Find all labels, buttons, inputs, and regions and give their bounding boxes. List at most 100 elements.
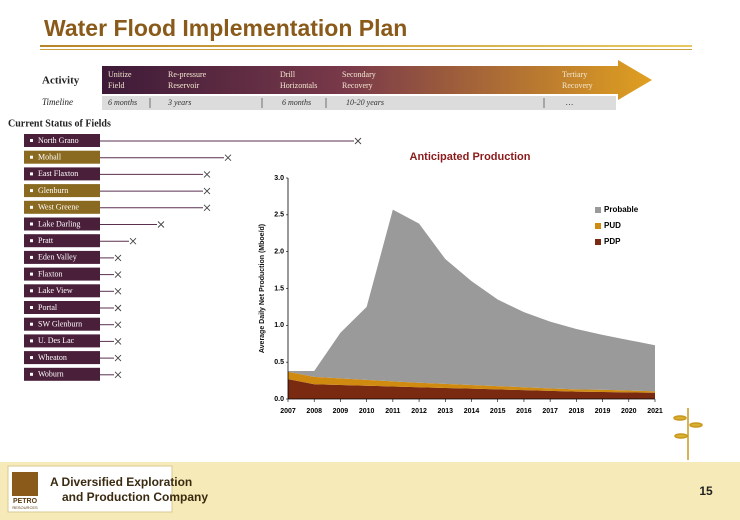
- field-marker: [114, 287, 122, 295]
- field-marker: [114, 338, 122, 345]
- field-box: [24, 217, 100, 231]
- stage-label: Secondary: [342, 70, 376, 79]
- x-tick-label: 2013: [437, 408, 453, 415]
- stage-label: Tertiary: [562, 70, 587, 79]
- field-name: Eden Valley: [38, 253, 77, 262]
- y-axis-label: Average Daily Net Production (Mboe/d): [259, 224, 266, 353]
- field-box: [24, 284, 100, 298]
- field-name: East Flaxton: [38, 169, 78, 178]
- field-bullet: [30, 255, 33, 259]
- x-tick-label: 2018: [569, 408, 585, 415]
- x-tick-label: 2007: [280, 408, 296, 415]
- field-marker: [114, 271, 122, 278]
- page-number: 15: [699, 484, 713, 498]
- field-box: [24, 317, 100, 331]
- timeline-item: 6 months: [108, 98, 137, 107]
- field-name: U. Des Lac: [38, 336, 75, 345]
- y-tick-label: 3.0: [274, 175, 284, 182]
- fields-heading: Current Status of Fields: [8, 118, 111, 129]
- field-bullet: [30, 272, 33, 276]
- y-tick-label: 1.5: [274, 285, 284, 292]
- field-box: [24, 301, 100, 314]
- field-box: [24, 250, 100, 264]
- field-name: Mohall: [38, 153, 62, 162]
- plant-decoration: [673, 408, 703, 460]
- field-marker: [157, 221, 165, 228]
- field-bullet: [30, 189, 33, 193]
- chart-title: Anticipated Production: [410, 151, 531, 163]
- title-rule: [40, 49, 692, 50]
- x-tick-label: 2016: [516, 408, 532, 415]
- x-tick-label: 2021: [647, 408, 663, 415]
- tagline: and Production Company: [62, 490, 208, 504]
- field-name: SW Glenburn: [38, 320, 82, 329]
- x-tick-label: 2015: [490, 408, 506, 415]
- field-bullet: [30, 372, 33, 376]
- y-tick-label: 2.5: [274, 212, 284, 219]
- field-marker: [114, 371, 122, 379]
- timeline-item: 6 months: [282, 98, 311, 107]
- field-bullet: [30, 172, 33, 176]
- field-marker: [224, 154, 232, 162]
- field-marker: [129, 237, 137, 245]
- timeline-item: …: [566, 98, 573, 107]
- field-name: Wheaton: [38, 353, 67, 362]
- field-bullet: [30, 222, 33, 226]
- field-marker: [114, 354, 122, 362]
- y-tick-label: 0.0: [274, 396, 284, 403]
- legend-label: Probable: [604, 205, 639, 214]
- stage-label: Drill: [280, 70, 296, 79]
- field-marker: [203, 171, 211, 178]
- field-bullet: [30, 339, 33, 343]
- title-rule: [40, 45, 692, 47]
- area: [288, 209, 655, 392]
- field-name: Woburn: [38, 370, 64, 379]
- x-tick-label: 2012: [411, 408, 427, 415]
- field-bullet: [30, 289, 33, 293]
- stage-label: Recovery: [342, 81, 373, 90]
- logo-text: PETRO: [13, 498, 38, 505]
- field-box: [24, 351, 100, 365]
- logo-subtext: RESOURCES: [12, 505, 38, 510]
- timeline-item: 3 years: [167, 98, 191, 107]
- field-bullet: [30, 239, 33, 243]
- field-box: [24, 167, 100, 181]
- y-tick-label: 0.5: [274, 359, 284, 366]
- area: [288, 379, 655, 399]
- field-name: North Grano: [38, 136, 79, 145]
- x-tick-label: 2010: [359, 408, 375, 415]
- field-name: Pratt: [38, 236, 54, 245]
- field-marker: [203, 204, 211, 212]
- stage-label: Re-pressure: [168, 70, 207, 79]
- x-tick-label: 2014: [464, 408, 480, 415]
- field-bullet: [30, 155, 33, 159]
- x-tick-label: 2019: [595, 408, 611, 415]
- timeline-label: Timeline: [42, 97, 73, 107]
- legend-swatch: [595, 207, 601, 213]
- field-name: Portal: [38, 303, 58, 312]
- legend-swatch: [595, 223, 601, 229]
- field-name: Flaxton: [38, 269, 62, 278]
- logo-icon: [12, 472, 38, 496]
- area: [288, 371, 655, 393]
- activity-label: Activity: [42, 75, 80, 87]
- x-tick-label: 2017: [542, 408, 558, 415]
- field-name: Glenburn: [38, 186, 68, 195]
- field-box: [24, 200, 100, 214]
- field-marker: [203, 187, 211, 195]
- field-name: Lake View: [38, 286, 73, 295]
- field-box: [24, 367, 100, 381]
- field-name: Lake Darling: [38, 219, 80, 228]
- field-bullet: [30, 139, 33, 142]
- legend-swatch: [595, 239, 601, 245]
- stage-label: Field: [108, 81, 124, 90]
- x-tick-label: 2009: [333, 408, 349, 415]
- field-box: [24, 150, 100, 164]
- timeline-band: [102, 96, 616, 110]
- stage-label: Recovery: [562, 81, 593, 90]
- stage-label: Unitize: [108, 70, 132, 79]
- field-bullet: [30, 356, 33, 360]
- field-marker: [354, 137, 362, 145]
- field-marker: [114, 254, 122, 262]
- field-box: [24, 334, 100, 348]
